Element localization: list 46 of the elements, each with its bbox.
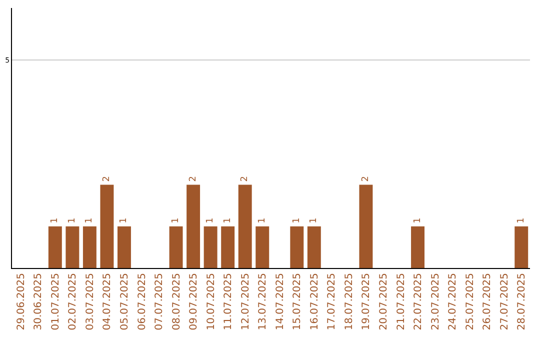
data-label: 1 (67, 218, 78, 224)
data-label: 2 (360, 176, 371, 182)
x-tick-label: 07.07.2025 (154, 273, 166, 330)
x-tick-label: 12.07.2025 (240, 273, 252, 330)
x-tick-label: 28.07.2025 (516, 273, 528, 330)
x-tick-label: 03.07.2025 (84, 273, 96, 330)
x-tick-label: 10.07.2025 (206, 273, 217, 330)
x-tick-label: 15.07.2025 (292, 273, 304, 330)
data-label: 2 (240, 176, 250, 182)
x-tick-label: 13.07.2025 (258, 273, 269, 330)
x-tick-label: 23.07.2025 (430, 273, 442, 330)
x-tick-label: 09.07.2025 (188, 273, 200, 330)
data-label: 2 (188, 176, 198, 182)
x-tick-label: 20.07.2025 (378, 273, 390, 330)
data-label: 1 (292, 218, 302, 224)
x-tick-label: 01.07.2025 (50, 273, 62, 330)
data-label: 1 (516, 218, 526, 224)
x-tick-label: 11.07.2025 (223, 273, 234, 330)
x-tick-label: 27.07.2025 (499, 273, 510, 330)
x-tick-label: 02.07.2025 (68, 273, 79, 330)
x-tick-label: 24.07.2025 (448, 273, 459, 330)
x-tick-label: 14.07.2025 (274, 273, 286, 330)
x-tick-label: 26.07.2025 (482, 273, 494, 330)
data-label: 1 (412, 218, 423, 224)
x-tick-label: 08.07.2025 (171, 273, 182, 330)
x-tick-label: 18.07.2025 (344, 273, 355, 330)
data-label: 1 (309, 218, 320, 224)
x-tick-label: 21.07.2025 (396, 273, 407, 330)
x-tick-label: 25.07.2025 (464, 273, 476, 330)
x-tick-label: 16.07.2025 (309, 273, 320, 330)
x-tick-label: 22.07.2025 (413, 273, 424, 330)
x-tick-label: 29.06.2025 (16, 273, 27, 330)
data-label: 2 (102, 176, 112, 182)
data-label: 1 (222, 218, 233, 224)
x-tick-label: 04.07.2025 (102, 273, 114, 330)
data-label: 1 (119, 218, 130, 224)
data-label: 1 (50, 218, 60, 224)
data-label: 1 (257, 218, 268, 224)
data-label: 1 (206, 218, 216, 224)
data-label: 1 (171, 218, 182, 224)
x-tick-label: 06.07.2025 (136, 273, 148, 330)
x-tick-label: 30.06.2025 (33, 273, 44, 330)
x-tick-label: 19.07.2025 (361, 273, 372, 330)
x-tick-label: 17.07.2025 (326, 273, 338, 330)
data-label: 1 (84, 218, 95, 224)
x-tick-label: 05.07.2025 (119, 273, 130, 330)
